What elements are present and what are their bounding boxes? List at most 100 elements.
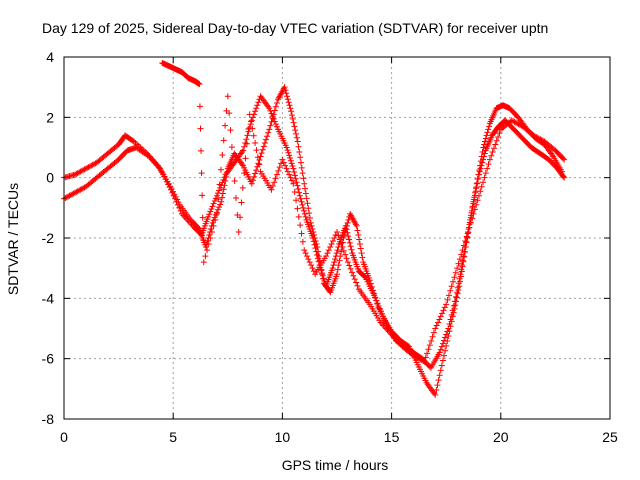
data-point [218, 198, 225, 205]
data-point [346, 236, 353, 243]
data-point [297, 159, 304, 166]
data-point [475, 171, 482, 178]
data-point [286, 171, 293, 178]
data-point [442, 334, 449, 341]
data-point [302, 213, 309, 220]
data-point [347, 265, 354, 272]
data-point [469, 215, 476, 222]
data-point [430, 329, 437, 336]
data-point [196, 103, 203, 110]
data-point [445, 292, 452, 299]
data-point [172, 195, 179, 202]
data-point [371, 292, 378, 299]
data-point [343, 255, 350, 262]
data-point [330, 262, 337, 269]
data-point [455, 260, 462, 267]
data-point [486, 156, 493, 163]
data-point [300, 207, 307, 214]
data-point [457, 278, 464, 285]
data-point [359, 254, 366, 261]
data-point [258, 150, 265, 157]
data-point [244, 132, 251, 139]
data-point [434, 382, 441, 389]
data-point [496, 130, 503, 137]
data-point [270, 115, 277, 122]
data-point [485, 126, 492, 133]
data-point [284, 147, 291, 154]
data-point [298, 230, 305, 237]
data-point [332, 253, 339, 260]
data-point [214, 206, 221, 213]
tick-labels: 0 5 10 15 20 25 -8 -6 -4 -2 0 2 4 [42, 49, 618, 445]
data-point [452, 269, 459, 276]
data-point [424, 350, 431, 357]
data-point [271, 179, 278, 186]
data-point [224, 93, 231, 100]
data-point [222, 122, 229, 129]
data-point [248, 118, 255, 125]
data-point [299, 201, 306, 208]
data-point [448, 318, 455, 325]
data-point [200, 259, 207, 266]
data-point [210, 222, 217, 229]
data-point [334, 271, 340, 278]
data-point [261, 139, 268, 146]
data-point [460, 258, 467, 265]
data-point [451, 274, 458, 281]
data-point [287, 157, 294, 164]
data-point [435, 377, 442, 384]
data-point [300, 204, 307, 211]
data-point [275, 167, 282, 174]
data-point [378, 310, 385, 317]
data-point [437, 313, 444, 320]
data-point [436, 349, 443, 356]
data-point [211, 198, 218, 205]
data-point [202, 253, 209, 260]
data-point [314, 251, 321, 258]
data-point [452, 302, 459, 309]
data-point [288, 177, 295, 184]
data-point [303, 195, 310, 202]
data-point [265, 129, 272, 136]
data-point [299, 170, 306, 177]
data-point [471, 206, 478, 213]
data-point [477, 188, 484, 195]
data-point [241, 170, 248, 177]
data-point [460, 242, 467, 249]
data-point [206, 231, 213, 238]
data-point [478, 183, 485, 190]
data-point [216, 187, 223, 194]
data-point [293, 179, 300, 186]
data-point [257, 153, 264, 160]
data-point [445, 333, 452, 340]
data-point [208, 205, 215, 212]
data-point [357, 245, 364, 252]
data-point [473, 201, 480, 208]
data-point [297, 195, 304, 202]
y-tick-label: -6 [42, 351, 55, 367]
data-point [304, 200, 311, 207]
y-tick-label: 4 [46, 49, 54, 65]
data-point [333, 250, 340, 257]
data-point [243, 140, 250, 147]
data-point [335, 262, 342, 269]
data-point [213, 192, 220, 199]
data-point [298, 164, 305, 171]
data-point [483, 132, 490, 139]
data-point [291, 169, 298, 176]
data-point [306, 259, 313, 266]
data-point [474, 179, 481, 186]
data-point [372, 294, 379, 301]
data-point [475, 175, 482, 182]
data-point [470, 200, 477, 207]
data-point [272, 175, 279, 182]
plot-frame [63, 56, 611, 420]
data-point [269, 182, 276, 189]
data-point [349, 269, 356, 276]
data-point [268, 186, 275, 193]
data-point [266, 105, 273, 112]
data-point [283, 165, 290, 172]
data-point [290, 119, 297, 126]
data-point [296, 192, 303, 199]
data-point [272, 103, 279, 110]
